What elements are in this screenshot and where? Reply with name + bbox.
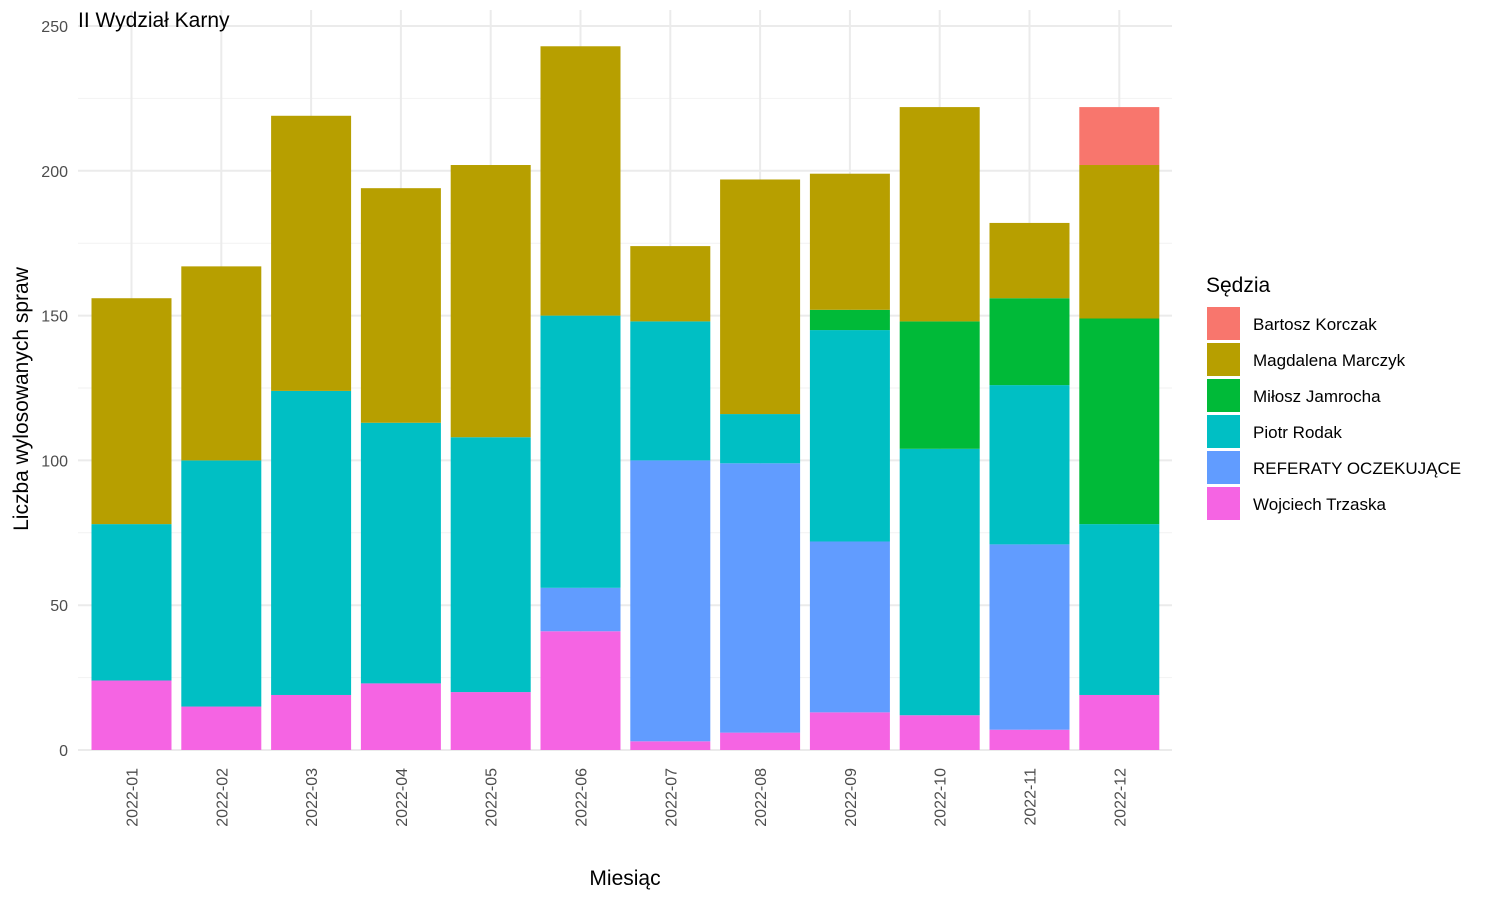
- bar-segment: [181, 266, 262, 461]
- legend: Sędzia Bartosz Korczak Magdalena Marczyk M…: [1206, 274, 1461, 520]
- y-axis-ticks: 0 50 100 150 200 250: [41, 19, 68, 760]
- legend-label: REFERATY OCZEKUJĄCE: [1253, 459, 1461, 478]
- x-tick-label: 2022-09: [843, 768, 860, 827]
- bar-segment: [360, 422, 441, 684]
- bar-segment: [720, 463, 801, 733]
- x-tick-label: 2022-06: [574, 768, 591, 827]
- legend-swatch: [1207, 343, 1240, 376]
- bar-segment: [450, 437, 531, 693]
- x-tick-label: 2022-10: [933, 768, 950, 827]
- x-axis-title: Miesiąc: [589, 867, 660, 890]
- bar-segment: [809, 173, 890, 310]
- bar-segment: [899, 448, 980, 716]
- x-tick-label: 2022-11: [1023, 768, 1040, 826]
- legend-swatch: [1207, 379, 1240, 412]
- y-tick-label: 50: [50, 598, 68, 615]
- bar-segment: [360, 188, 441, 423]
- legend-swatch: [1207, 415, 1240, 448]
- bar-segment: [1079, 318, 1160, 525]
- bar-segment: [181, 706, 262, 750]
- x-tick-label: 2022-04: [394, 768, 411, 827]
- x-tick-label: 2022-05: [484, 768, 501, 827]
- x-axis-ticks: 2022-01 2022-02 2022-03 2022-04 2022-05 2022-…: [125, 768, 1130, 827]
- legend-label: Magdalena Marczyk: [1253, 351, 1406, 370]
- bar-segment: [540, 46, 621, 316]
- bar-segment: [899, 715, 980, 750]
- y-tick-label: 100: [41, 453, 68, 470]
- bar-segment: [540, 315, 621, 588]
- bar-segment: [989, 544, 1070, 730]
- legend-title: Sędzia: [1206, 274, 1271, 297]
- bar-segment: [1079, 524, 1160, 695]
- bar-segment: [720, 179, 801, 415]
- legend-label: Bartosz Korczak: [1253, 315, 1377, 334]
- x-tick-label: 2022-03: [304, 768, 321, 827]
- x-tick-label: 2022-01: [125, 768, 142, 827]
- bar-segment: [181, 460, 262, 707]
- bar-segment: [809, 712, 890, 750]
- bar-segment: [809, 309, 890, 331]
- bar-segment: [630, 460, 711, 742]
- bar-segment: [630, 741, 711, 750]
- bar-segment: [630, 246, 711, 322]
- legend-label: Wojciech Trzaska: [1253, 495, 1386, 514]
- bar-segment: [809, 330, 890, 542]
- bar-segment: [360, 683, 441, 750]
- bar-segment: [450, 692, 531, 750]
- bar-segment: [1079, 165, 1160, 319]
- y-tick-label: 150: [41, 309, 68, 326]
- bars: [91, 46, 1160, 750]
- bar-segment: [540, 631, 621, 750]
- legend-label: Miłosz Jamrocha: [1253, 387, 1381, 406]
- bar-segment: [91, 524, 172, 681]
- bar-segment: [989, 385, 1070, 545]
- bar-segment: [91, 680, 172, 750]
- y-axis-title: Liczba wylosowanych spraw: [10, 266, 33, 531]
- bar-segment: [540, 587, 621, 632]
- x-tick-label: 2022-12: [1112, 768, 1129, 827]
- y-tick-label: 0: [59, 743, 68, 760]
- bar-segment: [271, 694, 352, 750]
- bar-segment: [989, 298, 1070, 386]
- legend-swatch: [1207, 487, 1240, 520]
- bar-segment: [720, 414, 801, 464]
- bar-segment: [91, 298, 172, 525]
- bar-segment: [1079, 694, 1160, 750]
- bar-segment: [630, 321, 711, 461]
- x-tick-label: 2022-02: [214, 768, 231, 827]
- chart-title: II Wydział Karny: [78, 9, 230, 32]
- bar-segment: [271, 115, 352, 391]
- bar-segment: [899, 321, 980, 449]
- bar-segment: [899, 107, 980, 322]
- bar-segment: [1079, 107, 1160, 166]
- bar-segment: [809, 541, 890, 713]
- bar-segment: [989, 222, 1070, 299]
- bar-segment: [989, 729, 1070, 750]
- y-tick-label: 250: [41, 19, 68, 36]
- bar-segment: [450, 165, 531, 438]
- legend-label: Piotr Rodak: [1253, 423, 1342, 442]
- y-tick-label: 200: [41, 164, 68, 181]
- legend-swatch: [1207, 307, 1240, 340]
- bar-segment: [271, 390, 352, 695]
- legend-swatch: [1207, 451, 1240, 484]
- x-tick-label: 2022-08: [753, 768, 770, 827]
- x-tick-label: 2022-07: [663, 768, 680, 827]
- bar-segment: [720, 732, 801, 750]
